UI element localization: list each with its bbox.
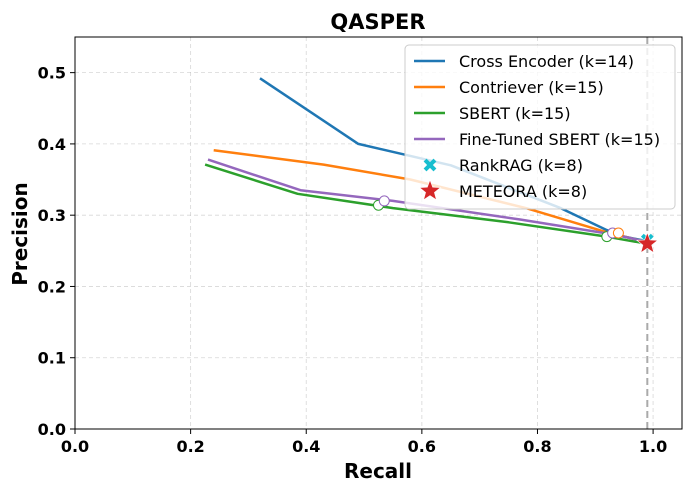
legend-swatch	[423, 158, 437, 172]
legend-swatch-stroke	[423, 158, 437, 172]
plot-frame	[74, 36, 683, 430]
legend-box	[404, 44, 676, 210]
legend-item-cross-encoder-k-14: Cross Encoder (k=14)	[414, 52, 634, 71]
axis-ticks: 0.0 0.2 0.4 0.6 0.8 1.0 0.0 0.1 0.2 0.3 0.4 0.5	[38, 64, 668, 456]
x-tick-label: 0.0	[61, 437, 89, 456]
legend-item-sbert-k-15: SBERT (k=15)	[414, 104, 571, 123]
x-axis-label: Recall	[344, 459, 412, 483]
y-tick-label: 0.1	[38, 349, 66, 368]
y-tick-label: 0.5	[38, 64, 66, 83]
x-tick-label: 0.8	[523, 437, 551, 456]
legend-item-rankrag-k-8: RankRAG (k=8)	[423, 156, 583, 175]
y-tick-label: 0.0	[38, 420, 66, 439]
marker-meteora-k-8	[636, 231, 659, 254]
legend-item-fine-tuned-sbert-k-15: Fine-Tuned SBERT (k=15)	[414, 130, 660, 149]
highlight-point-contriever-k-15	[612, 227, 624, 239]
y-tick-label: 0.2	[38, 277, 66, 296]
legend-item-meteora-k-8: METEORA (k=8)	[418, 179, 587, 201]
legend-label: Contriever (k=15)	[459, 78, 604, 97]
x-tick-label: 0.6	[408, 437, 436, 456]
series-line-sbert-k-15	[204, 163, 648, 245]
legend-label: Cross Encoder (k=14)	[459, 52, 634, 71]
x-tick-label: 0.2	[176, 437, 204, 456]
x-tick-label: 1.0	[639, 437, 667, 456]
legend-label: RankRAG (k=8)	[459, 156, 583, 175]
legend-swatch	[418, 179, 442, 201]
chart-title: QASPER	[330, 10, 425, 34]
legend-label: METEORA (k=8)	[459, 182, 587, 201]
marker-points	[636, 231, 659, 254]
legend-item-contriever-k-15: Contriever (k=15)	[414, 78, 604, 97]
series-line-fine-tuned-sbert-k-15	[207, 158, 648, 244]
series-lines	[204, 77, 648, 245]
legend-label: SBERT (k=15)	[459, 104, 571, 123]
highlight-points	[373, 195, 624, 243]
y-tick-label: 0.4	[38, 135, 66, 154]
legend: Cross Encoder (k=14) Contriever (k=15) SBE…	[404, 44, 676, 210]
legend-label: Fine-Tuned SBERT (k=15)	[459, 130, 660, 149]
highlight-point-fine-tuned-sbert-k-15	[378, 195, 390, 207]
x-tick-label: 0.4	[292, 437, 320, 456]
y-axis-label: Precision	[8, 182, 32, 286]
y-tick-label: 0.3	[38, 206, 66, 225]
